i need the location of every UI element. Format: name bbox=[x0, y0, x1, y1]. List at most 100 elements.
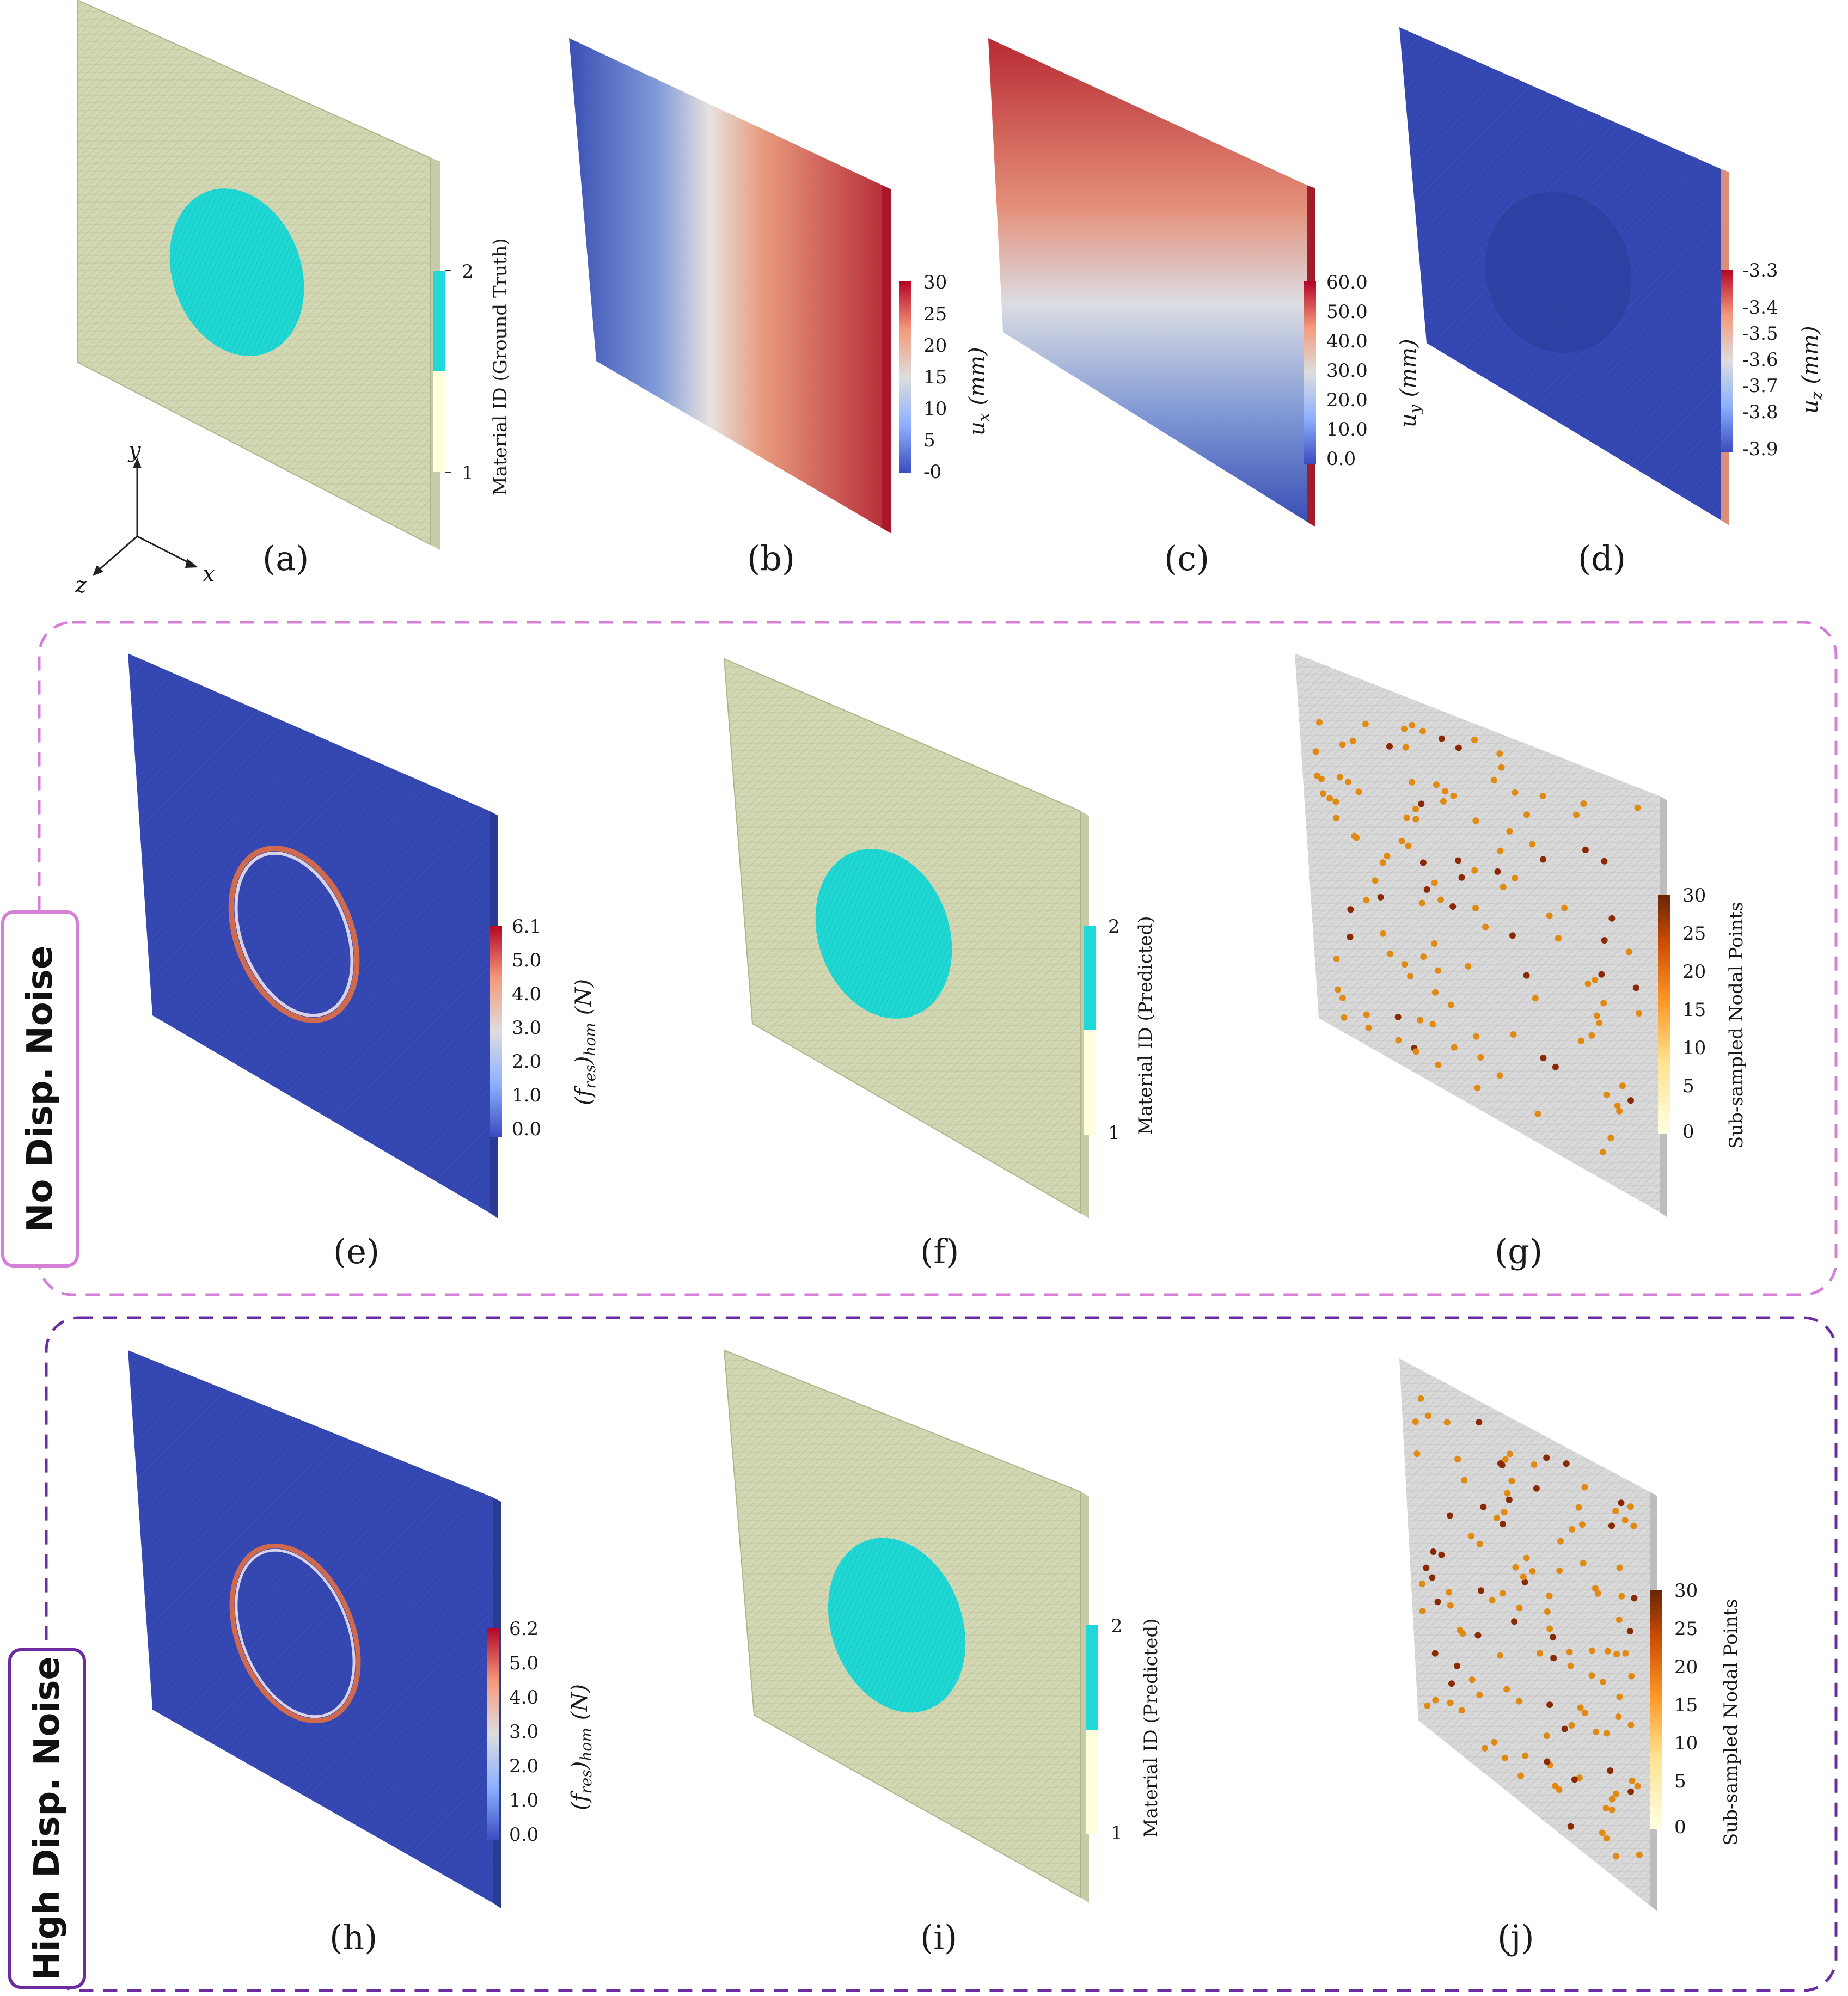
nodal-point bbox=[1419, 728, 1426, 735]
nodal-point bbox=[1461, 1477, 1468, 1484]
nodal-point bbox=[1333, 815, 1340, 822]
nodal-point bbox=[1536, 1650, 1543, 1657]
cbar-d-title: uz(mm) bbox=[1798, 326, 1826, 414]
caption-j: (j) bbox=[1497, 1918, 1534, 1957]
cbar-a-tick-2: 2 bbox=[462, 261, 474, 283]
nodal-point bbox=[1603, 1835, 1610, 1842]
cbar-b-tick-4: 10 bbox=[923, 398, 947, 420]
residual-ring-inner bbox=[235, 1548, 356, 1718]
cbar-e-tick-3: 3.0 bbox=[512, 1017, 541, 1039]
plate-face bbox=[569, 38, 882, 528]
nodal-point bbox=[1616, 1693, 1623, 1700]
nodal-point bbox=[1615, 1713, 1622, 1720]
cbar-e-title: (fres)hom(N) bbox=[571, 979, 599, 1105]
cbar-c-tick-0: 60.0 bbox=[1326, 272, 1368, 293]
nodal-point bbox=[1612, 1790, 1619, 1797]
axis-z-label: z bbox=[75, 573, 87, 598]
nodal-point bbox=[1432, 1697, 1439, 1704]
nodal-point bbox=[1556, 1568, 1563, 1575]
cbar-b-tick-3: 15 bbox=[923, 366, 947, 388]
nodal-point bbox=[1417, 1395, 1424, 1402]
panel-d: -3.3 -3.4 -3.5 -3.6 -3.7 -3.8 -3.9 uz(mm… bbox=[1399, 27, 1826, 578]
cbar-e-tick-6: 0.0 bbox=[512, 1118, 541, 1140]
nodal-point bbox=[1395, 1037, 1402, 1044]
nodal-point bbox=[1563, 1460, 1570, 1467]
nodal-point bbox=[1442, 788, 1449, 795]
nodal-point bbox=[1627, 1097, 1634, 1104]
nodal-point bbox=[1465, 963, 1472, 970]
nodal-point bbox=[1506, 1450, 1513, 1458]
nodal-point bbox=[1438, 735, 1445, 742]
cbar-b-title: ux(mm) bbox=[965, 347, 993, 436]
nodal-point bbox=[1434, 1599, 1441, 1606]
nodal-point bbox=[1454, 1662, 1461, 1669]
cbar-g-tick-1: 25 bbox=[1682, 923, 1706, 945]
nodal-point bbox=[1498, 764, 1505, 771]
nodal-point bbox=[1576, 1774, 1583, 1781]
nodal-point bbox=[1627, 1503, 1634, 1510]
nodal-point bbox=[1372, 877, 1379, 884]
nodal-point bbox=[1384, 853, 1391, 860]
axis-triad: y x z bbox=[75, 438, 215, 598]
cbar-d-tick-4: -3.7 bbox=[1742, 375, 1778, 397]
nodal-point bbox=[1362, 720, 1369, 727]
nodal-point bbox=[1532, 995, 1539, 1002]
cbar-d-tick-1: -3.4 bbox=[1742, 297, 1778, 319]
nodal-point bbox=[1634, 804, 1641, 811]
nodal-point bbox=[1474, 1085, 1481, 1092]
nodal-point bbox=[1501, 1509, 1508, 1516]
nodal-point bbox=[1575, 1504, 1582, 1511]
nodal-point bbox=[1447, 1001, 1454, 1008]
nodal-point bbox=[1546, 1701, 1553, 1709]
nodal-point bbox=[1419, 859, 1427, 866]
nodal-point bbox=[1596, 1019, 1603, 1026]
caption-f: (f) bbox=[920, 1232, 959, 1271]
nodal-point bbox=[1412, 805, 1419, 812]
nodal-point bbox=[1504, 1490, 1511, 1497]
nodal-point bbox=[1425, 1412, 1431, 1419]
cbar-c-tick-5: 10.0 bbox=[1326, 419, 1368, 440]
nodal-point bbox=[1512, 1564, 1519, 1571]
nodal-point bbox=[1568, 1722, 1575, 1729]
inclusion-shadow bbox=[1485, 191, 1632, 353]
nodal-point bbox=[1584, 980, 1592, 987]
panel-b: 30 25 20 15 10 5 -0 ux(mm) (b) bbox=[569, 38, 993, 578]
cbar-d-tick-0: -3.3 bbox=[1742, 260, 1778, 281]
nodal-point bbox=[1593, 1728, 1600, 1735]
nodal-point bbox=[1407, 973, 1414, 979]
nodal-point bbox=[1412, 1418, 1419, 1425]
nodal-point bbox=[1506, 1496, 1513, 1503]
cbar-c-title: uy(mm) bbox=[1396, 339, 1424, 427]
cbar-e-tick-4: 2.0 bbox=[512, 1051, 541, 1073]
nodal-point bbox=[1489, 1597, 1496, 1604]
colorbar-g bbox=[1658, 895, 1670, 1134]
nodal-point bbox=[1431, 879, 1438, 886]
cbar-c-tick-1: 50.0 bbox=[1326, 301, 1368, 323]
caption-h: (h) bbox=[329, 1918, 377, 1957]
nodal-point bbox=[1581, 1484, 1588, 1491]
cbar-j-tick-6: 0 bbox=[1674, 1816, 1686, 1838]
nodal-point bbox=[1418, 800, 1425, 807]
colorbar-i-top bbox=[1086, 1625, 1098, 1730]
nodal-point bbox=[1552, 1063, 1559, 1070]
nodal-point bbox=[1569, 1526, 1576, 1533]
nodal-point bbox=[1581, 1709, 1588, 1716]
nodal-point bbox=[1508, 1478, 1515, 1484]
nodal-point bbox=[1556, 1786, 1563, 1793]
nodal-point bbox=[1512, 789, 1519, 796]
nodal-point bbox=[1566, 1649, 1573, 1656]
nodal-point bbox=[1316, 719, 1323, 726]
cbar-c-tick-3: 30.0 bbox=[1326, 360, 1368, 382]
nodal-point bbox=[1424, 1702, 1431, 1709]
cbar-g-tick-5: 5 bbox=[1682, 1075, 1694, 1097]
nodal-point bbox=[1618, 1593, 1625, 1600]
plate-face bbox=[128, 1350, 493, 1903]
nodal-point bbox=[1455, 744, 1462, 751]
panel-e: 6.1 5.0 4.0 3.0 2.0 1.0 0.0 (fres)hom(N)… bbox=[128, 653, 599, 1271]
nodal-point bbox=[1550, 1655, 1557, 1662]
cbar-h-tick-0: 6.2 bbox=[509, 1618, 539, 1640]
panel-f: 2 1 Material ID (Predicted) (f) bbox=[723, 658, 1156, 1271]
nodal-point bbox=[1478, 1587, 1484, 1594]
nodal-point bbox=[1418, 1581, 1425, 1587]
cbar-h-tick-4: 2.0 bbox=[509, 1755, 539, 1777]
